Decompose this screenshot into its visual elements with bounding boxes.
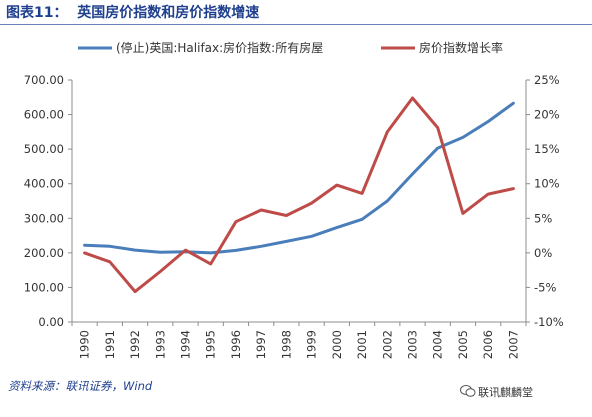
figure-title: 图表11： 英国房价指数和房价指数增速 bbox=[6, 5, 260, 21]
x-tick-label: 1998 bbox=[279, 330, 293, 359]
x-tick-label: 1996 bbox=[229, 330, 243, 359]
y-left-tick-label: 300.00 bbox=[24, 211, 64, 225]
y-right-tick-label: 5% bbox=[534, 211, 552, 225]
y-right-tick-label: -10% bbox=[534, 315, 564, 329]
x-tick-label: 1993 bbox=[153, 330, 167, 359]
x-tick-label: 1992 bbox=[128, 330, 142, 359]
series-line-price-index bbox=[83, 101, 515, 255]
y-right-tick-label: 10% bbox=[534, 177, 560, 191]
x-tick-label: 1991 bbox=[103, 330, 117, 359]
x-tick-label: 2007 bbox=[506, 330, 520, 359]
legend-label-price-index: (停止)英国:Halifax:房价指数:所有房屋 bbox=[116, 40, 323, 55]
x-tick-label: 1995 bbox=[204, 330, 218, 359]
legend-label-growth-rate: 房价指数增长率 bbox=[419, 40, 503, 55]
x-tick-label: 2000 bbox=[330, 330, 344, 359]
y-left-tick-label: 100.00 bbox=[24, 280, 64, 294]
x-tick-label: 2003 bbox=[406, 330, 420, 359]
y-right-tick-label: 15% bbox=[534, 142, 560, 156]
x-tick-label: 1999 bbox=[305, 330, 319, 359]
x-tick-label: 1994 bbox=[179, 330, 193, 359]
y-right-tick-label: 20% bbox=[534, 108, 560, 122]
series-line-growth-rate bbox=[83, 96, 515, 294]
y-left-tick-label: 0.00 bbox=[38, 315, 64, 329]
y-left-tick-label: 600.00 bbox=[24, 108, 64, 122]
y-left-tick-label: 400.00 bbox=[24, 177, 64, 191]
y-right-tick-label: -5% bbox=[534, 280, 556, 294]
y-left-tick-label: 200.00 bbox=[24, 246, 64, 260]
x-tick-label: 1990 bbox=[78, 330, 92, 359]
y-right-tick-label: 25% bbox=[534, 73, 560, 87]
x-tick-label: 2004 bbox=[431, 330, 445, 359]
x-tick-label: 2002 bbox=[380, 330, 394, 359]
figure-header: 图表11： 英国房价指数和房价指数增速 bbox=[0, 0, 592, 25]
x-tick-label: 1997 bbox=[254, 330, 268, 359]
wechat-icon bbox=[460, 385, 476, 397]
y-right-tick-label: 0% bbox=[534, 246, 552, 260]
source-note: 资料来源：联讯证券，Wind bbox=[8, 379, 153, 393]
x-tick-label: 2006 bbox=[481, 330, 495, 359]
watermark: 联讯麒麟堂 bbox=[478, 386, 533, 399]
y-left-tick-label: 500.00 bbox=[24, 142, 64, 156]
x-tick-label: 2001 bbox=[355, 330, 369, 359]
x-tick-label: 2005 bbox=[456, 330, 470, 359]
y-left-tick-label: 700.00 bbox=[24, 73, 64, 87]
